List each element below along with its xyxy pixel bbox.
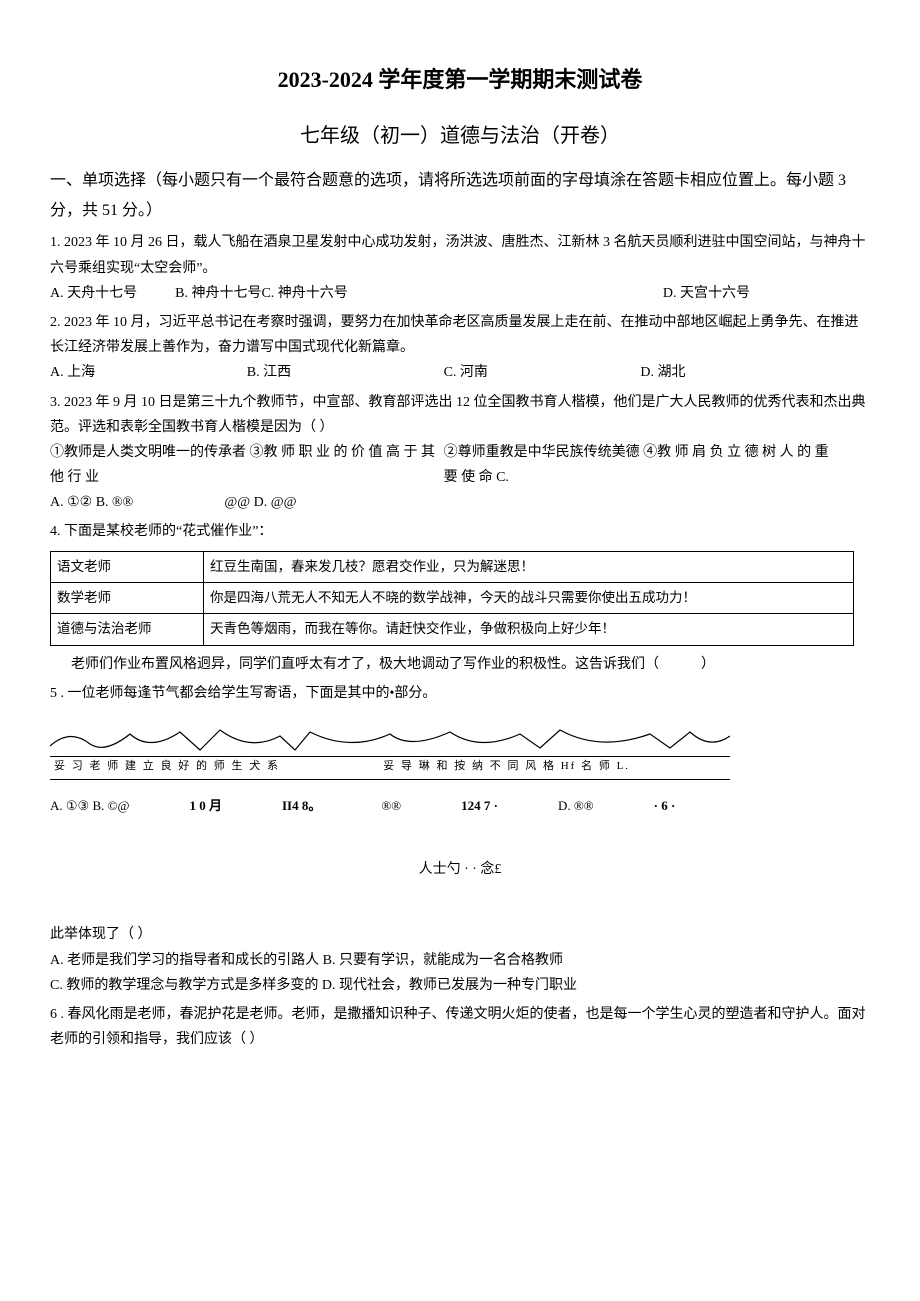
q5-opt-a: A. 老师是我们学习的指导者和成长的引路人 <box>50 953 319 968</box>
q3-item-left: ①教师是人类文明唯一的传承者 ③教 师 职 业 的 价 值 高 于 其 他 行 … <box>50 440 444 490</box>
q5-below: A. ①③ B. ©@ 1 0 月 II4 8。 ®® 124 7 · D. ®… <box>50 794 870 817</box>
q5-below-f: D. ®® <box>558 794 594 817</box>
band-right: 妥 导 琳 和 按 纳 不 同 风 格 Hf 名 师 L. <box>383 757 707 777</box>
q2-opt-b: B. 江西 <box>247 360 444 385</box>
q2-stem: 2. 2023 年 10 月，习近平总书记在考察时强调，要努力在加快革命老区高质… <box>50 310 870 360</box>
cell-teacher: 语文老师 <box>51 551 204 582</box>
q5-opt-c: C. 教师的教学理念与教学方式是多样多变的 <box>50 978 318 993</box>
q2-opt-c: C. 河南 <box>444 360 641 385</box>
q2-options: A. 上海 B. 江西 C. 河南 D. 湖北 <box>50 360 870 385</box>
q5-band: 妥 习 老 师 建 立 良 好 的 师 生 犬 系 妥 导 琳 和 按 纳 不 … <box>50 756 730 780</box>
q4-stem: 4. 下面是某校老师的“花式催作业”： <box>50 519 870 544</box>
cell-teacher: 数学老师 <box>51 582 204 613</box>
q1-options: A. 天舟十七号 B. 神舟十七号 C. 神舟十六号 D. 天宫十六号 <box>50 281 870 306</box>
cell-text: 天青色等烟雨，而我在等你。请赶快交作业，争做积极向上好少年！ <box>204 614 854 645</box>
doc-subtitle: 七年级（初一）道德与法治（开卷） <box>50 118 870 154</box>
q5-opt-b: B. 只要有学识，就能成为一名合格教师 <box>323 953 563 968</box>
q2-opt-a: A. 上海 <box>50 360 247 385</box>
cell-text: 你是四海八荒无人不知无人不晓的数学战神，今天的战斗只需要你使出五成功力！ <box>204 582 854 613</box>
q5-tail: 此举体现了（ ） <box>50 922 870 947</box>
q6-stem: 6 . 春风化雨是老师，春泥护花是老师。老师，是撒播知识种子、传递文明火炬的使者… <box>50 1002 870 1052</box>
q3-items: ①教师是人类文明唯一的传承者 ③教 师 职 业 的 价 值 高 于 其 他 行 … <box>50 440 870 490</box>
q5-opts-line1: A. 老师是我们学习的指导者和成长的引路人 B. 只要有学识，就能成为一名合格教… <box>50 948 870 973</box>
question-3: 3. 2023 年 9 月 10 日是第三十九个教师节，中宣部、教育部评选出 1… <box>50 390 870 516</box>
q5-below-e: 124 7 · <box>461 794 498 817</box>
q2-opt-d: D. 湖北 <box>640 360 837 385</box>
q5-below-d: ®® <box>381 794 401 817</box>
q5-graphic: 妥 习 老 师 建 立 良 好 的 师 生 犬 系 妥 导 琳 和 按 纳 不 … <box>50 720 870 790</box>
q1-opt-c: C. 神舟十六号 <box>261 281 347 306</box>
table-row: 道德与法治老师 天青色等烟雨，而我在等你。请赶快交作业，争做积极向上好少年！ <box>51 614 854 645</box>
doc-title: 2023-2024 学年度第一学期期末测试卷 <box>50 60 870 100</box>
table-row: 语文老师 红豆生南国，春来发几枝？愿君交作业，只为解迷思！ <box>51 551 854 582</box>
q1-opt-d: D. 天宫十六号 <box>663 281 750 306</box>
q1-opt-b: B. 神舟十七号 <box>175 281 261 306</box>
q5-below-b: 1 0 月 <box>189 794 222 817</box>
q5-opt-d: D. 现代社会，教师已发展为一种专门职业 <box>322 978 577 993</box>
cell-teacher: 道德与法治老师 <box>51 614 204 645</box>
q1-stem: 1. 2023 年 10 月 26 日，载人飞船在酒泉卫星发射中心成功发射，汤洪… <box>50 230 870 280</box>
q1-opt-a: A. 天舟十七号 <box>50 281 137 306</box>
q3-opt-line: A. ①② B. ®® @@ D. @@ <box>50 490 870 515</box>
q5-below-c: II4 8。 <box>282 794 321 817</box>
q5-below-a: A. ①③ B. ©@ <box>50 794 129 817</box>
q5-below-g: · 6 · <box>654 794 676 817</box>
question-1: 1. 2023 年 10 月 26 日，载人飞船在酒泉卫星发射中心成功发射，汤洪… <box>50 230 870 306</box>
band-left: 妥 习 老 师 建 立 良 好 的 师 生 犬 系 <box>54 757 378 777</box>
table-row: 数学老师 你是四海八荒无人不知无人不晓的数学战神，今天的战斗只需要你使出五成功力… <box>51 582 854 613</box>
q5-mid: 人士勺 · · 念£ <box>50 857 870 882</box>
q5-opts-line2: C. 教师的教学理念与教学方式是多样多变的 D. 现代社会，教师已发展为一种专门… <box>50 973 870 998</box>
question-5: 5 . 一位老师每逢节气都会给学生写寄语，下面是其中的•部分。 妥 习 老 师 … <box>50 681 870 998</box>
q3-item-right: ②尊师重教是中华民族传统美德 ④教 师 肩 负 立 德 树 人 的 重 要 使 … <box>444 440 838 490</box>
question-6: 6 . 春风化雨是老师，春泥护花是老师。老师，是撒播知识种子、传递文明火炬的使者… <box>50 1002 870 1052</box>
squiggle-icon <box>50 726 730 756</box>
q4-table: 语文老师 红豆生南国，春来发几枝？愿君交作业，只为解迷思！ 数学老师 你是四海八… <box>50 551 854 646</box>
q5-stem: 5 . 一位老师每逢节气都会给学生写寄语，下面是其中的•部分。 <box>50 681 870 706</box>
question-4: 4. 下面是某校老师的“花式催作业”： 语文老师 红豆生南国，春来发几枝？愿君交… <box>50 519 870 676</box>
cell-text: 红豆生南国，春来发几枝？愿君交作业，只为解迷思！ <box>204 551 854 582</box>
q4-tail: 老师们作业布置风格迥异，同学们直呼太有才了，极大地调动了写作业的积极性。这告诉我… <box>50 652 870 677</box>
q3-stem: 3. 2023 年 9 月 10 日是第三十九个教师节，中宣部、教育部评选出 1… <box>50 390 870 440</box>
section-heading: 一、单项选择（每小题只有一个最符合题意的选项，请将所选选项前面的字母填涂在答题卡… <box>50 166 870 227</box>
question-2: 2. 2023 年 10 月，习近平总书记在考察时强调，要努力在加快革命老区高质… <box>50 310 870 386</box>
